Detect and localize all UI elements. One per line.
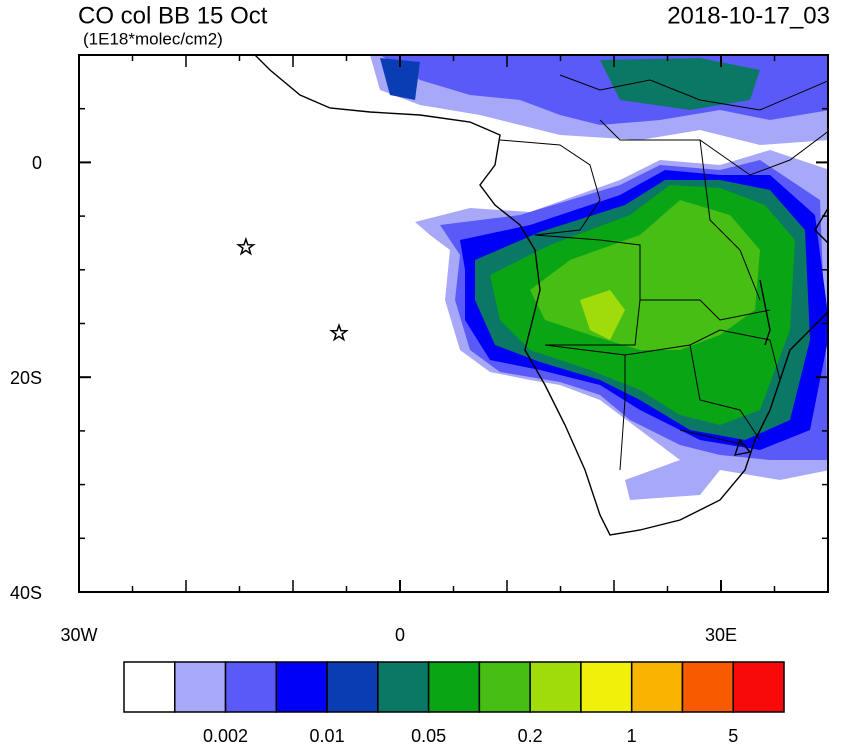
x-tick-label: 0 — [395, 625, 405, 645]
field-contour — [600, 58, 760, 110]
y-tick-label: 40S — [10, 583, 42, 603]
title: CO col BB 15 Oct — [78, 2, 268, 29]
colorbar-box — [478, 661, 531, 713]
colorbar-box — [529, 661, 582, 713]
y-tick-label: 20S — [10, 368, 42, 388]
colorbar-label: 0.05 — [411, 726, 446, 746]
colorbar-box — [377, 661, 430, 713]
colorbar-box — [224, 661, 278, 713]
colorbar-label: 5 — [728, 726, 738, 746]
colorbar-box — [275, 661, 328, 713]
colorbar-box — [732, 661, 785, 713]
country-border — [499, 74, 828, 471]
colorbar-box — [580, 661, 633, 713]
coastline — [254, 55, 828, 536]
map-field — [370, 55, 828, 500]
y-tick-label: 0 — [32, 153, 42, 173]
timestamp: 2018-10-17_03 — [667, 2, 830, 29]
coastlines — [254, 55, 828, 536]
colorbar-box — [630, 661, 684, 713]
field-contour — [380, 58, 420, 100]
island-marker — [236, 236, 256, 256]
colorbar-box — [123, 661, 176, 713]
colorbar-box — [427, 661, 481, 713]
colorbar-label: 0.002 — [203, 726, 248, 746]
colorbar-label: 0.2 — [518, 726, 543, 746]
x-tick-label: 30E — [705, 625, 737, 645]
colorbar-box — [681, 661, 734, 713]
colorbar-label: 0.01 — [310, 726, 345, 746]
colorbar-box — [326, 661, 379, 713]
field-contour — [580, 290, 625, 340]
island-marker — [329, 322, 349, 342]
x-tick-label: 30W — [60, 625, 97, 645]
colorbar-box — [174, 661, 227, 713]
units: (1E18*molec/cm2) — [83, 29, 223, 48]
colorbar-label: 1 — [627, 726, 637, 746]
coastline — [733, 206, 828, 456]
